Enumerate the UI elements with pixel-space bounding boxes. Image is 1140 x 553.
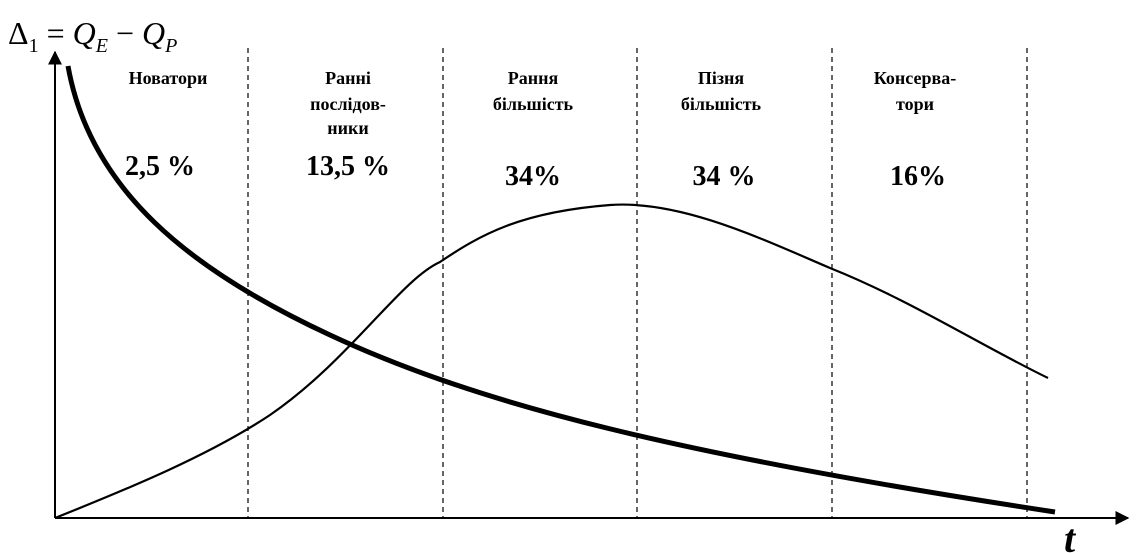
segment-4-label-line-1: Пізня bbox=[698, 68, 745, 88]
segment-3-label-line-2: більшість bbox=[493, 94, 574, 114]
y-axis-label: Δ1 = QE − QP bbox=[8, 15, 177, 57]
adoption-curve bbox=[54, 203, 1049, 520]
segment-3-label-line-1: Рання bbox=[508, 68, 559, 88]
segment-2-label-line-2: послідов- bbox=[310, 94, 386, 114]
segment-5-percent: 16% bbox=[890, 161, 946, 192]
segment-1-percent: 2,5 % bbox=[125, 151, 195, 182]
segment-2-label-line-3: ники bbox=[327, 118, 368, 138]
segment-2-percent: 13,5 % bbox=[306, 151, 390, 182]
x-axis-label: t bbox=[1064, 516, 1077, 553]
segment-3-percent: 34% bbox=[505, 161, 561, 192]
segment-4-percent: 34 % bbox=[693, 161, 756, 192]
segment-1-label-line-1: Новатори bbox=[129, 68, 208, 88]
decay-curve bbox=[65, 65, 1056, 515]
segment-5-label-line-1: Консерва- bbox=[874, 68, 956, 88]
segment-5-label-line-2: тори bbox=[896, 94, 934, 114]
segment-2-label-line-1: Ранні bbox=[325, 68, 371, 88]
segment-4-label-line-2: більшість bbox=[681, 94, 762, 114]
